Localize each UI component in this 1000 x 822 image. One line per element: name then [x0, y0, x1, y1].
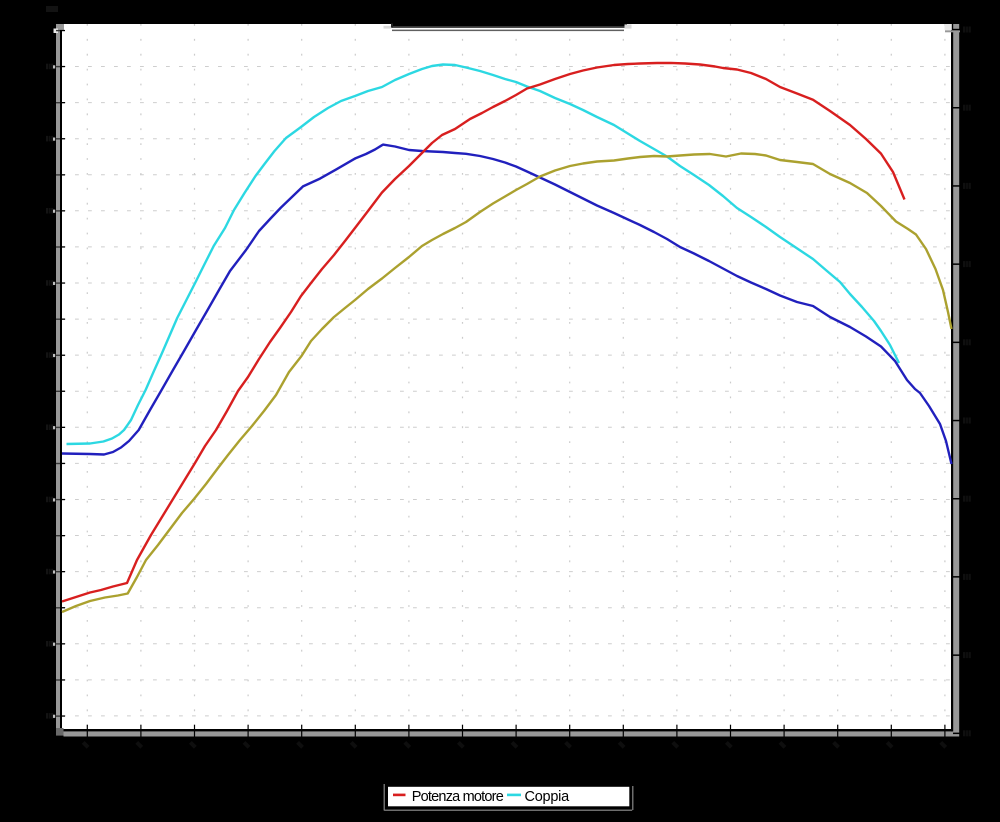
- svg-text:Coppia: Coppia: [525, 789, 571, 805]
- svg-text:Potenza motore: Potenza motore: [412, 789, 504, 805]
